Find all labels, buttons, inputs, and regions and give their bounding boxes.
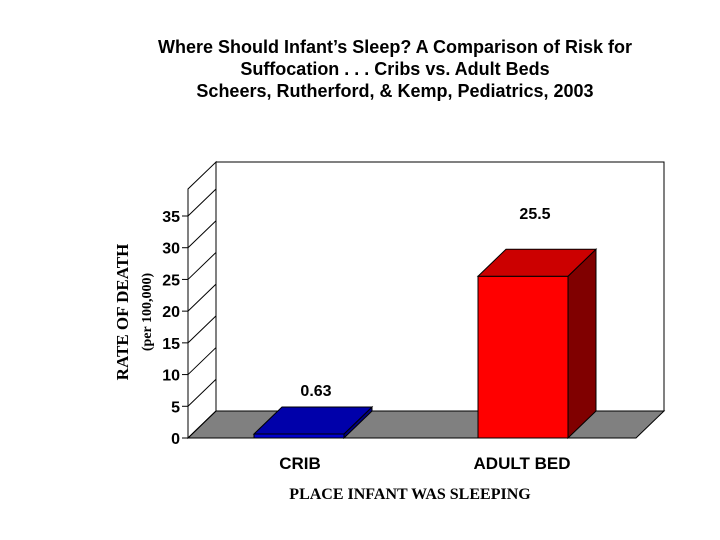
y-axis-subtitle: (per 100,000)	[140, 273, 155, 352]
x-category-label: CRIB	[279, 454, 321, 473]
y-tick-label: 20	[162, 304, 180, 321]
bar-top	[476, 248, 598, 277]
x-axis-title: PLACE INFANT WAS SLEEPING	[289, 486, 531, 503]
y-tick-label: 15	[162, 336, 180, 353]
y-tick-label: 35	[162, 209, 180, 226]
bar-front	[477, 275, 569, 439]
bars	[252, 248, 598, 440]
x-category-label: ADULT BED	[474, 454, 571, 473]
data-label: 0.63	[300, 383, 331, 400]
data-label: 25.5	[519, 206, 550, 223]
y-tick-label: 25	[162, 272, 180, 289]
y-axis: 0 5 10 15 20 25 30 35	[162, 188, 217, 448]
y-tick-label: 10	[162, 368, 180, 385]
plot-left-wall	[187, 160, 217, 440]
plot-back-wall	[215, 161, 665, 412]
bar-crib	[252, 405, 374, 440]
y-axis-title: RATE OF DEATH	[113, 244, 132, 381]
chart-title-line-3: Scheers, Rutherford, & Kemp, Pediatrics,…	[196, 81, 594, 101]
y-tick-label: 0	[171, 431, 180, 448]
y-tick-diagonal	[187, 283, 217, 312]
chart-title-line-2: Suffocation . . . Cribs vs. Adult Beds	[240, 59, 550, 79]
y-tick-diagonal	[187, 220, 217, 249]
y-tick-diagonal	[187, 410, 217, 439]
y-tick-diagonal	[187, 315, 217, 344]
bar-front	[253, 433, 345, 439]
bar-side	[567, 248, 597, 440]
y-tick-label: 30	[162, 241, 180, 258]
labels: 0.63 25.5 CRIB ADULT BED PLACE INFANT WAS SL…	[113, 206, 570, 503]
y-tick-diagonal	[187, 347, 217, 375]
y-tick-diagonal	[187, 252, 217, 280]
chart-title-line-1: Where Should Infant’s Sleep? A Compariso…	[157, 37, 633, 57]
y-tick-diagonal	[187, 188, 217, 217]
y-tick-diagonal	[187, 378, 217, 407]
bar-top	[252, 406, 374, 435]
bar-adult-bed	[476, 248, 598, 440]
chart-title: Where Should Infant’s Sleep? A Compariso…	[95, 36, 695, 102]
y-tick-label: 5	[171, 399, 180, 416]
